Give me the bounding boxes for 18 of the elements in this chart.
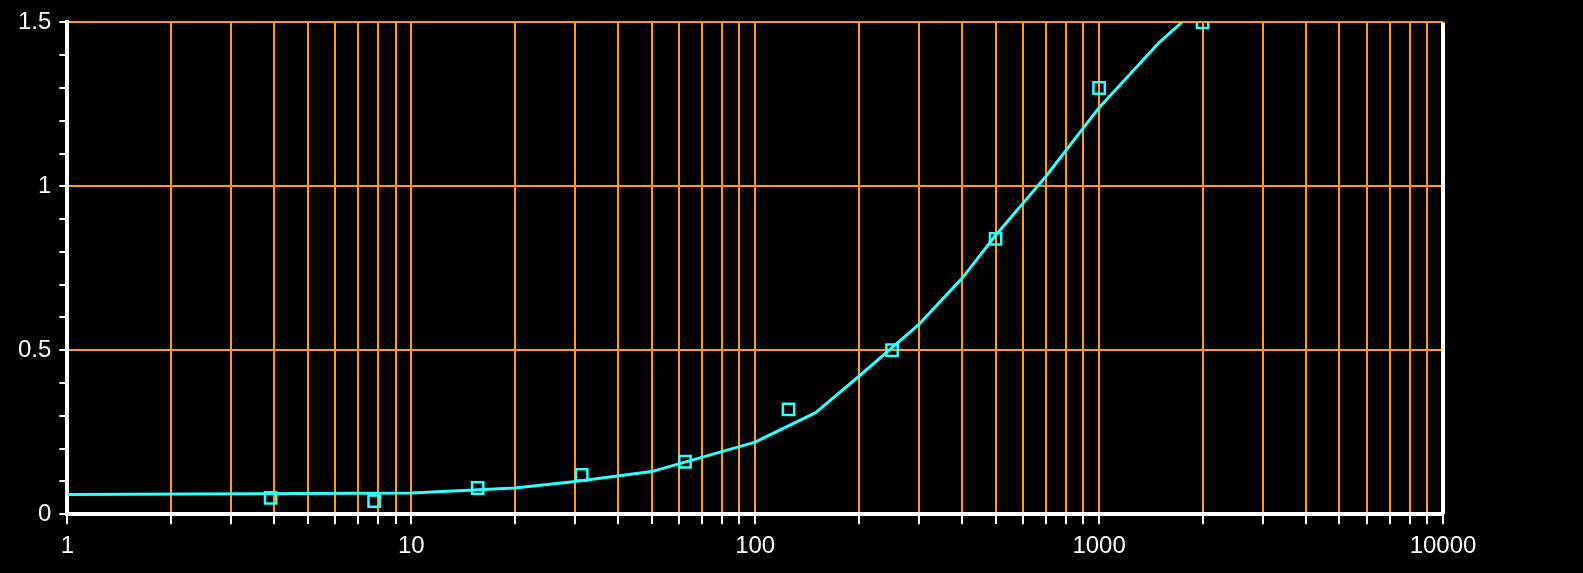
point: [263, 490, 278, 505]
x-tick-label: 10: [397, 531, 425, 559]
point: [781, 402, 796, 417]
y-tick-label: 0: [38, 498, 52, 526]
point: [574, 467, 589, 482]
y-tick-label: 0.5: [17, 334, 52, 362]
point: [988, 231, 1003, 246]
x-tick-label: 1000: [1072, 531, 1126, 559]
x-tick-label: 100: [735, 531, 776, 559]
y-tick-label: 1: [38, 170, 52, 198]
point: [885, 343, 899, 358]
y-tick-label: 1.5: [17, 7, 52, 35]
point: [1092, 81, 1106, 95]
x-tick-label: 10000: [1409, 531, 1477, 559]
point: [678, 454, 692, 469]
point: [470, 481, 485, 495]
point: [367, 494, 382, 508]
x-tick-label: 1: [60, 531, 75, 559]
